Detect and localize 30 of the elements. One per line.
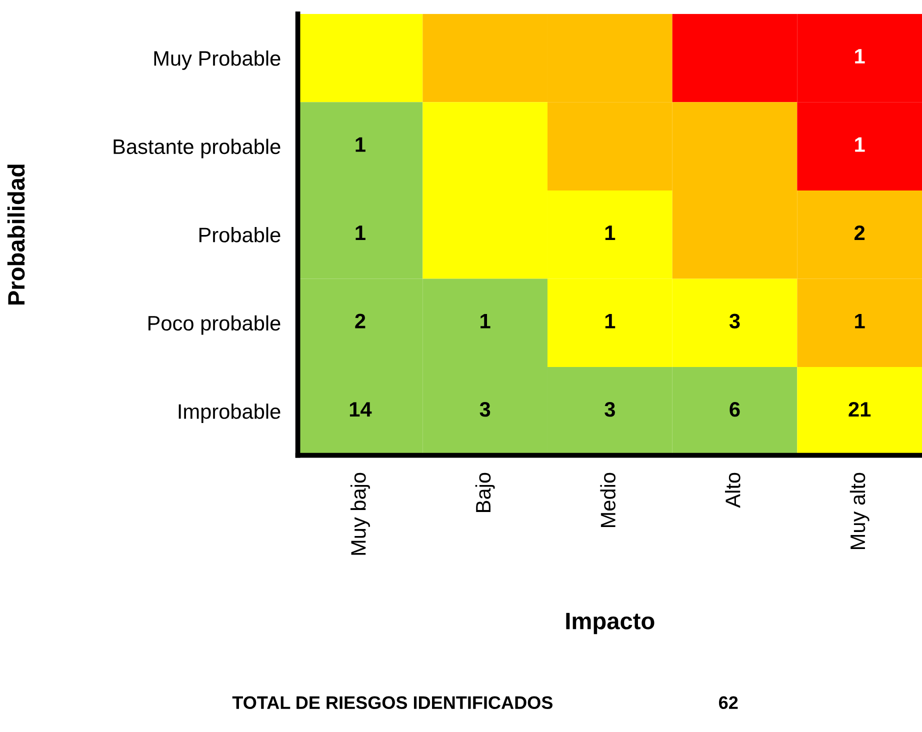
data-label: 1 (356, 137, 366, 152)
data-label: 3 (729, 314, 740, 329)
y-tick-label: Muy Probable (154, 50, 280, 70)
data-label: 6 (730, 402, 740, 417)
data-label: 1 (605, 226, 616, 240)
text: TOTAL DE RIESGOS IDENTIFICADOS (232, 696, 552, 710)
y-tick-label: Probable (199, 227, 280, 242)
data-label: 2 (854, 225, 865, 240)
data-label: 3 (604, 402, 615, 417)
data-label: 1 (480, 314, 490, 328)
x-tick-label: Medio (600, 472, 616, 527)
x-tick-label: Bajo (475, 472, 495, 512)
y-tick-label: Poco probable (148, 315, 280, 335)
data-label: 1 (855, 314, 865, 328)
x-tick-label: Alto (725, 472, 740, 508)
x-axis-title: Impacto (566, 612, 654, 634)
data-label: 1 (605, 314, 616, 328)
data-label: 21 (848, 402, 871, 417)
text: 62 (719, 696, 738, 710)
data-label: 2 (355, 314, 366, 328)
data-label: 1 (356, 226, 366, 240)
x-tick-label: Muy bajo (350, 472, 370, 555)
data-label: 1 (855, 137, 865, 152)
data-label: 1 (855, 49, 865, 64)
y-tick-label: Improbable (178, 404, 280, 424)
y-axis-title: Probabilidad (7, 164, 25, 305)
data-label: 3 (480, 402, 490, 417)
y-tick-label: Bastante probable (114, 138, 280, 158)
data-label: 14 (350, 402, 372, 417)
x-tick-label: Muy alto (850, 472, 870, 549)
